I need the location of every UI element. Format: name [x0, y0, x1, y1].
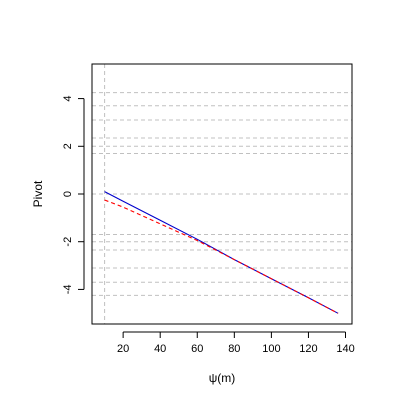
plot-frame — [91, 63, 353, 325]
y-tick-label: 2 — [62, 143, 74, 149]
x-tick-label: 20 — [117, 343, 129, 355]
x-axis: 20 40 60 80 100 120 140 — [117, 331, 355, 355]
x-tick-label: 100 — [262, 343, 280, 355]
x-tick-label: 40 — [154, 343, 166, 355]
x-tick-label: 140 — [336, 343, 354, 355]
y-tick-label: -4 — [62, 285, 74, 295]
y-axis: -4 -2 0 2 4 — [62, 96, 85, 295]
x-tick-label: 60 — [191, 343, 203, 355]
series-layer — [104, 191, 339, 314]
y-tick-label: 0 — [62, 191, 74, 197]
reference-lines — [92, 64, 352, 324]
y-tick-label: 4 — [62, 96, 74, 102]
series-line-1 — [104, 199, 339, 314]
x-tick-label: 80 — [228, 343, 240, 355]
x-axis-label: ψ(m) — [209, 371, 236, 385]
y-axis-label: Pivot — [31, 180, 45, 207]
y-tick-label: -2 — [62, 237, 74, 247]
x-tick-label: 120 — [299, 343, 317, 355]
